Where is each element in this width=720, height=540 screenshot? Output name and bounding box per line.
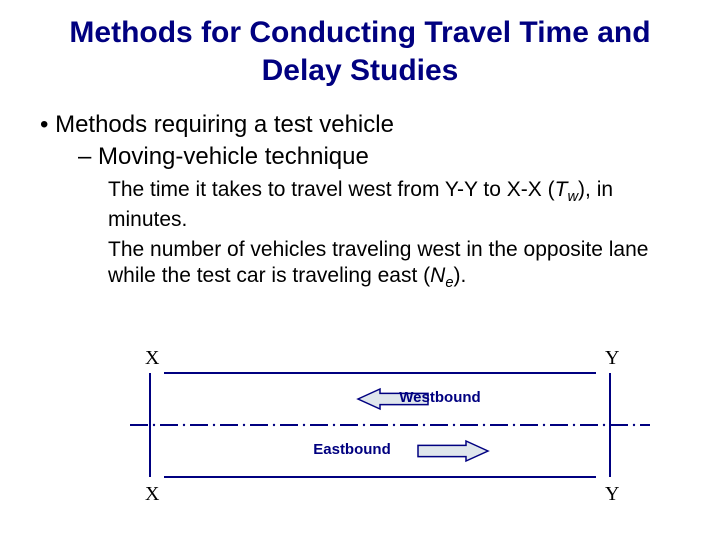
label-x-bot: X [145,483,159,506]
label-y-top: Y [605,347,619,370]
eastbound-label: Eastbound [302,441,402,458]
para2-text-b: ). [453,264,466,287]
diagram-svg [130,345,650,515]
para1-var: T [555,178,568,201]
para1-text-a: The time it takes to travel west from Y-… [108,178,555,201]
para2-var: N [430,264,445,287]
para2-text-a: The number of vehicles traveling west in… [108,238,648,287]
paragraph-2: The number of vehicles traveling west in… [108,237,660,293]
bullet-level2: Moving-vehicle technique [78,143,690,171]
slide-title: Methods for Conducting Travel Time and D… [30,14,690,89]
paragraph-1: The time it takes to travel west from Y-… [108,177,660,233]
bullet-level1: Methods requiring a test vehicle [40,111,690,139]
label-y-bot: Y [605,483,619,506]
label-x-top: X [145,347,159,370]
westbound-label: Westbound [390,389,490,406]
para1-sub: w [567,189,578,205]
road-diagram: X Y X Y Westbound Eastbound [130,345,650,515]
